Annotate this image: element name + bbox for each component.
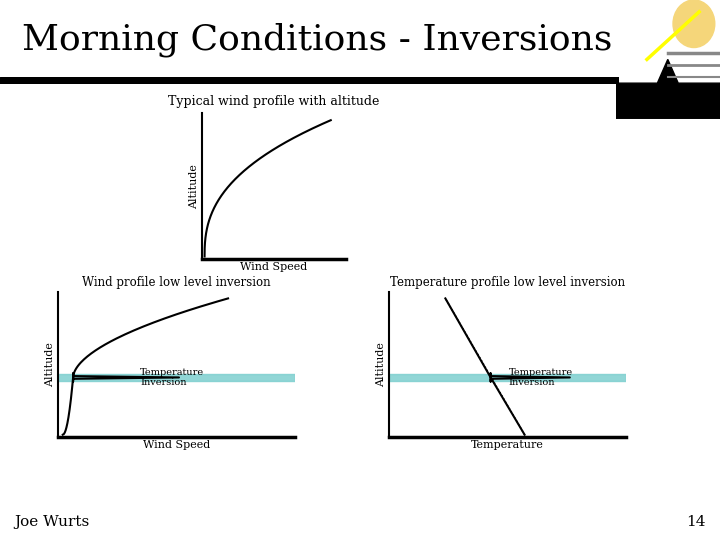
Polygon shape (616, 59, 720, 119)
Bar (58, 374, 295, 381)
X-axis label: Temperature: Temperature (471, 440, 544, 450)
Y-axis label: Altitude: Altitude (376, 342, 386, 387)
Title: Wind profile low level inversion: Wind profile low level inversion (82, 276, 271, 289)
Text: Temperature
Inversion: Temperature Inversion (140, 368, 204, 387)
Bar (389, 374, 626, 381)
X-axis label: Wind Speed: Wind Speed (240, 262, 307, 272)
Text: Joe Wurts: Joe Wurts (14, 515, 90, 529)
Y-axis label: Altitude: Altitude (189, 164, 199, 209)
Text: Morning Conditions - Inversions: Morning Conditions - Inversions (22, 22, 612, 57)
Text: Temperature
Inversion: Temperature Inversion (509, 368, 573, 387)
Y-axis label: Altitude: Altitude (45, 342, 55, 387)
Text: Typical wind profile with altitude: Typical wind profile with altitude (168, 95, 379, 108)
X-axis label: Wind Speed: Wind Speed (143, 440, 210, 450)
Circle shape (673, 0, 715, 48)
Title: Temperature profile low level inversion: Temperature profile low level inversion (390, 276, 625, 289)
Text: 14: 14 (686, 515, 706, 529)
